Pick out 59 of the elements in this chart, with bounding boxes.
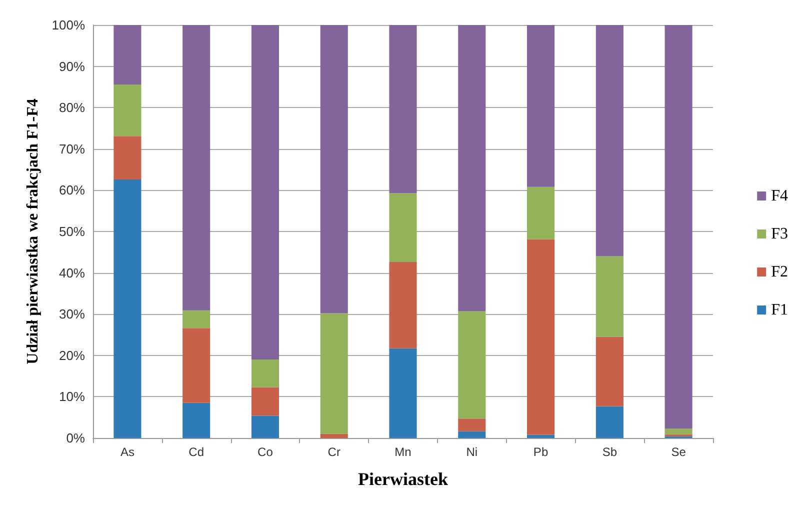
bar [458,418,486,432]
bar [320,434,348,438]
x-tick-label: Pb [533,445,548,459]
y-tick-label: 70% [58,141,86,156]
y-tick-label: 0% [66,430,86,446]
legend-label: F1 [771,302,788,318]
y-tick-label: 30% [58,306,86,322]
bar [389,25,417,194]
bar [114,84,142,136]
y-axis-title: Udział pierwiastka we frakcjach F1-F4 [24,98,42,364]
bar [664,428,692,434]
bar [664,25,692,428]
bar [527,25,555,187]
x-tick-label: Ni [466,445,478,459]
bar [251,360,279,388]
y-tick-label: 90% [58,58,86,74]
x-tick-label: Se [671,445,686,459]
bar [527,434,555,438]
x-tick-label: Cd [188,445,204,459]
bar [596,25,624,256]
bar [182,402,210,438]
bar [389,262,417,348]
bar [458,431,486,438]
bar [114,136,142,180]
bar [251,387,279,416]
bar [251,416,279,438]
y-tick-label: 10% [58,389,86,404]
bar [182,310,210,328]
bar [114,179,142,438]
bar [596,256,624,337]
x-tick-label: Mn [394,445,412,459]
x-tick-label: Cr [328,445,340,459]
bar [527,186,555,240]
y-tick-label: 100% [52,18,86,32]
bar [320,313,348,434]
bar [458,311,486,419]
x-axis-title: Pierwiastek [358,469,448,489]
bar [389,193,417,262]
y-tick-label: 40% [58,265,86,280]
bar [596,336,624,406]
y-tick-label: 20% [58,348,86,363]
bar [320,25,348,314]
bar [182,328,210,403]
legend-label: F4 [771,188,788,204]
legend-label: F2 [771,264,788,280]
x-tick-label: Co [258,445,274,459]
y-tick-label: 80% [58,100,86,116]
y-tick-label: 50% [58,224,86,239]
bar [596,406,624,438]
bar [114,25,142,84]
bar [251,25,279,360]
bar [458,25,486,312]
bar [527,239,555,435]
x-tick-label: As [120,445,134,459]
legend-label: F3 [771,226,788,242]
bar [182,25,210,310]
bar [389,348,417,438]
y-tick-label: 60% [58,182,86,198]
x-tick-label: Sb [602,445,618,459]
